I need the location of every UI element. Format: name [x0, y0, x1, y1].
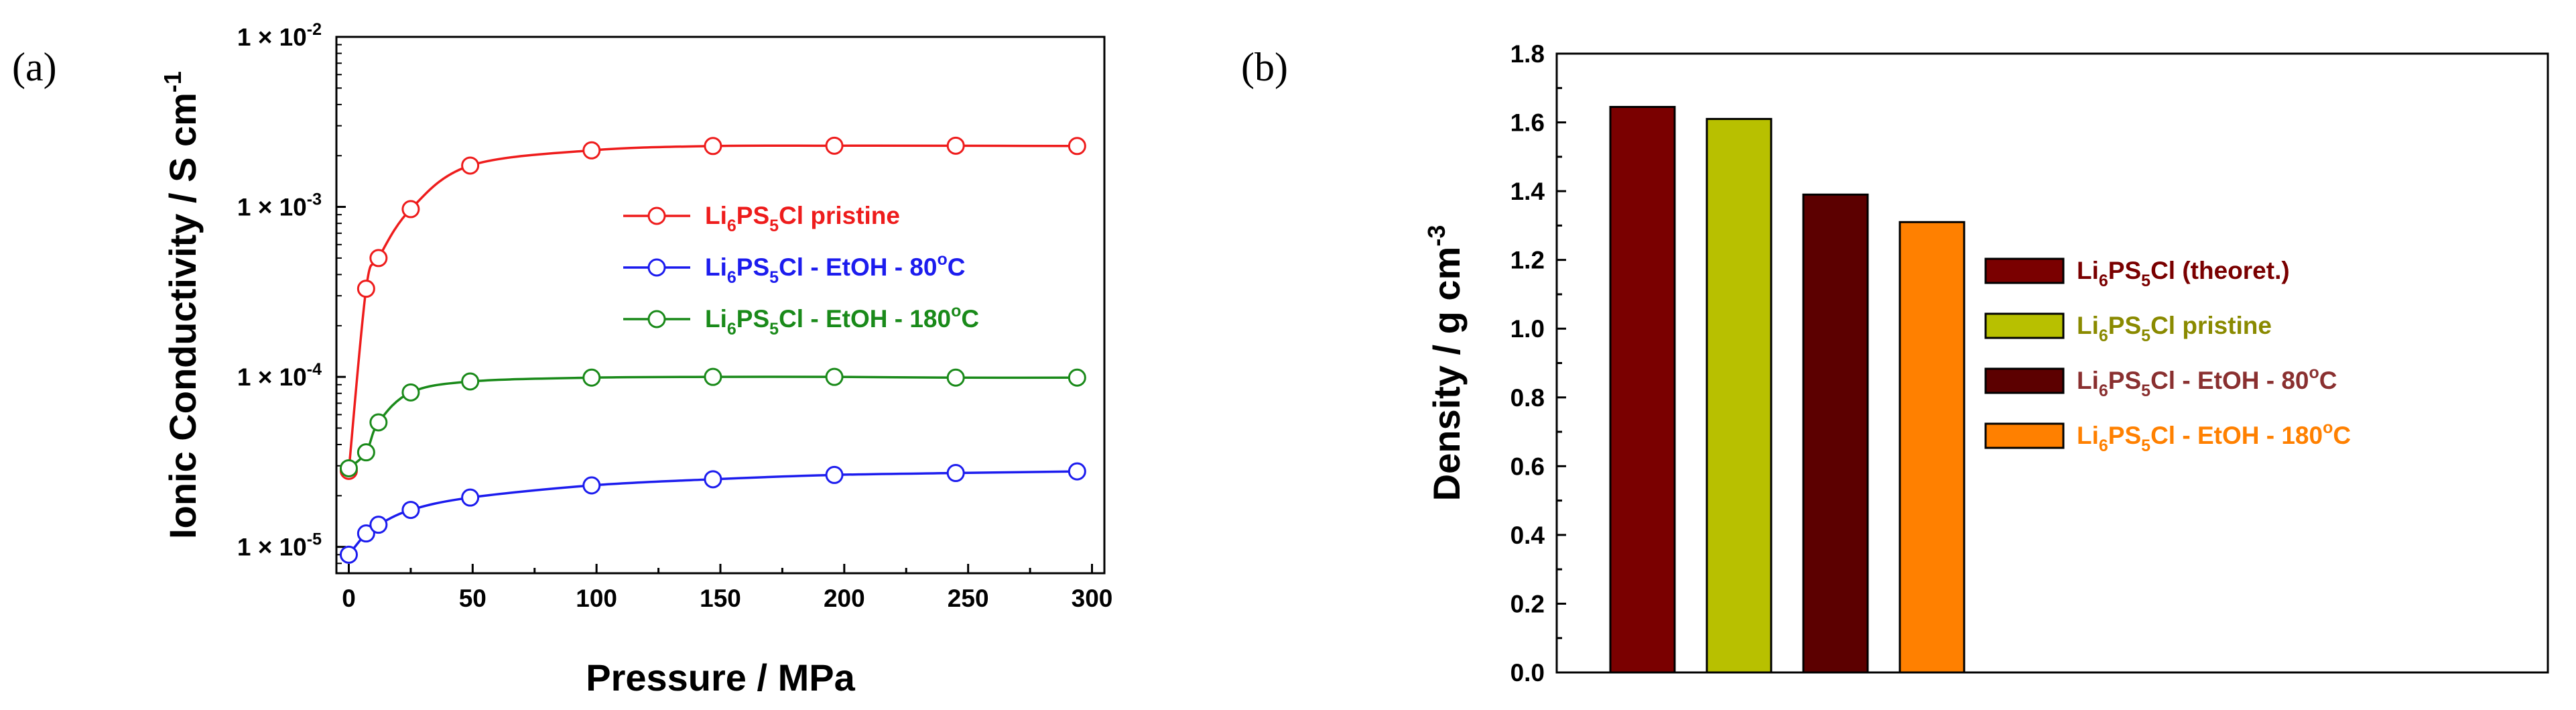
- y-tick-label: 1 × 10-3: [237, 190, 322, 221]
- legend-swatch-pristine: [1984, 312, 2065, 339]
- data-point-etoh180: [946, 368, 965, 387]
- data-point-etoh80: [339, 545, 358, 564]
- legend-swatch-etoh80: [1984, 367, 2065, 394]
- data-point-pristine: [1068, 137, 1086, 156]
- y-tick-label: 0.0: [1510, 659, 1545, 687]
- data-point-pristine: [369, 249, 388, 268]
- y-tick-label: 1 × 10-5: [237, 530, 322, 561]
- y-tick-label: 1 × 10-2: [237, 20, 322, 51]
- data-point-pristine: [357, 280, 375, 298]
- x-tick-label: 250: [948, 585, 989, 612]
- series-line-etoh180: [348, 375, 1078, 469]
- x-tick-label: 300: [1072, 585, 1113, 612]
- panel-b-label: (b): [1241, 45, 1288, 89]
- x-tick-label: 50: [459, 585, 487, 612]
- legend-label-etoh80: Li6PS5Cl - EtOH - 80oC: [2077, 363, 2337, 400]
- y-tick-label: 1.8: [1510, 40, 1545, 68]
- data-point-etoh80: [369, 516, 388, 534]
- bar-etoh80: [1802, 193, 1869, 674]
- panel-a-label: (a): [12, 45, 57, 89]
- series-line-pristine: [347, 144, 1078, 471]
- data-point-etoh180: [357, 443, 375, 462]
- y-axis-label: Ionic Conductivity / S cm-1: [159, 71, 204, 539]
- legend-marker-etoh180: [647, 310, 666, 329]
- plot-frame-b: [1555, 52, 2549, 674]
- data-point-etoh80: [582, 476, 601, 495]
- y-tick-label: 1.6: [1510, 109, 1545, 137]
- data-point-etoh180: [1068, 368, 1086, 387]
- bar-theoret: [1609, 105, 1676, 674]
- x-tick-label: 200: [824, 585, 865, 612]
- data-point-etoh180: [461, 372, 480, 391]
- data-point-etoh180: [339, 459, 358, 477]
- data-point-etoh180: [825, 367, 844, 386]
- legend-swatch-theoret: [1984, 257, 2065, 284]
- legend-label-etoh80: Li6PS5Cl - EtOH - 80oC: [705, 250, 966, 287]
- bar-etoh180: [1898, 221, 1966, 674]
- data-point-pristine: [461, 156, 480, 175]
- y-tick-label: 1.4: [1510, 178, 1545, 205]
- data-point-etoh180: [704, 367, 722, 386]
- data-point-pristine: [825, 136, 844, 155]
- data-point-etoh80: [461, 488, 480, 507]
- y-tick-label: 0.4: [1510, 522, 1545, 549]
- data-point-pristine: [946, 136, 965, 155]
- legend-label-etoh180: Li6PS5Cl - EtOH - 180oC: [2077, 418, 2351, 455]
- legend-label-pristine: Li6PS5Cl pristine: [705, 202, 900, 235]
- data-point-etoh180: [369, 413, 388, 432]
- x-tick-label: 150: [700, 585, 741, 612]
- legend-swatch-etoh180: [1984, 422, 2065, 449]
- chart-a-conductivity: 0 50 100 150 200 250 300 1 × 10-5 1 × 10-4 1 × 10…: [159, 20, 1112, 699]
- data-point-etoh180: [401, 383, 420, 402]
- y-tick-label: 0.8: [1510, 384, 1545, 412]
- chart-b-density: 0.0 0.2 0.4 0.6 0.8 1.0 1.2 1.4 1.6 1.8 Density / …: [1423, 40, 2549, 687]
- data-point-etoh80: [1068, 462, 1086, 481]
- y-tick-label: 1.2: [1510, 247, 1545, 274]
- y-tick-label: 0.2: [1510, 590, 1545, 617]
- legend-label-theoret: Li6PS5Cl (theoret.): [2077, 257, 2290, 290]
- data-point-pristine: [401, 200, 420, 219]
- x-axis-label: Pressure / MPa: [586, 656, 855, 699]
- data-point-pristine: [582, 141, 601, 160]
- data-point-etoh80: [825, 465, 844, 484]
- x-tick-label: 0: [342, 585, 356, 612]
- x-tick-label: 100: [576, 585, 617, 612]
- legend-label-etoh180: Li6PS5Cl - EtOH - 180oC: [705, 302, 979, 339]
- data-point-etoh80: [357, 524, 375, 543]
- y-tick-label: 1 × 10-4: [237, 360, 322, 391]
- data-point-pristine: [704, 137, 722, 156]
- y-axis-label: Density / g cm-3: [1423, 225, 1468, 501]
- legend-marker-pristine: [647, 206, 666, 225]
- legend-label-pristine: Li6PS5Cl pristine: [2077, 312, 2272, 345]
- data-point-etoh180: [582, 368, 601, 387]
- legend-marker-etoh80: [647, 258, 666, 277]
- y-tick-label: 0.6: [1510, 453, 1545, 480]
- bar-pristine: [1705, 117, 1773, 674]
- y-tick-label: 1.0: [1510, 315, 1545, 343]
- data-point-etoh80: [704, 470, 722, 489]
- data-point-etoh80: [401, 501, 420, 520]
- data-point-etoh80: [946, 464, 965, 483]
